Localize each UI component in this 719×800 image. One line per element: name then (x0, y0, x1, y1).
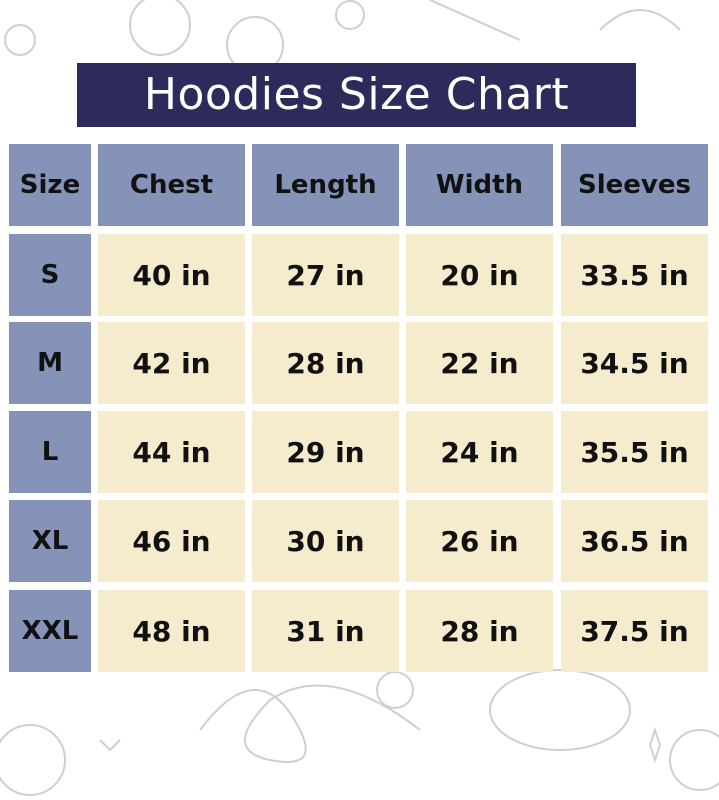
table-cell: 26 in (406, 500, 553, 582)
table-cell: 36.5 in (561, 500, 708, 582)
table-cell: 48 in (98, 590, 245, 672)
table-cell: 42 in (98, 322, 245, 404)
chart-title: Hoodies Size Chart (77, 63, 636, 127)
table-cell: 28 in (252, 322, 399, 404)
table-cell: 35.5 in (561, 411, 708, 493)
table-cell: 20 in (406, 234, 553, 316)
table-cell: 22 in (406, 322, 553, 404)
column-header-width: Width (406, 144, 553, 226)
table-cell: 34.5 in (561, 322, 708, 404)
table-cell: 31 in (252, 590, 399, 672)
table-cell: 40 in (98, 234, 245, 316)
size-label: XL (9, 500, 91, 582)
column-header-size: Size (9, 144, 91, 226)
table-cell: 24 in (406, 411, 553, 493)
size-label: S (9, 234, 91, 316)
column-header-sleeves: Sleeves (561, 144, 708, 226)
table-cell: 28 in (406, 590, 553, 672)
column-header-chest: Chest (98, 144, 245, 226)
table-cell: 30 in (252, 500, 399, 582)
table-cell: 29 in (252, 411, 399, 493)
table-cell: 46 in (98, 500, 245, 582)
table-cell: 27 in (252, 234, 399, 316)
table-cell: 44 in (98, 411, 245, 493)
size-label: XXL (9, 590, 91, 672)
size-label: L (9, 411, 91, 493)
table-cell: 33.5 in (561, 234, 708, 316)
size-label: M (9, 322, 91, 404)
column-header-length: Length (252, 144, 399, 226)
table-cell: 37.5 in (561, 590, 708, 672)
